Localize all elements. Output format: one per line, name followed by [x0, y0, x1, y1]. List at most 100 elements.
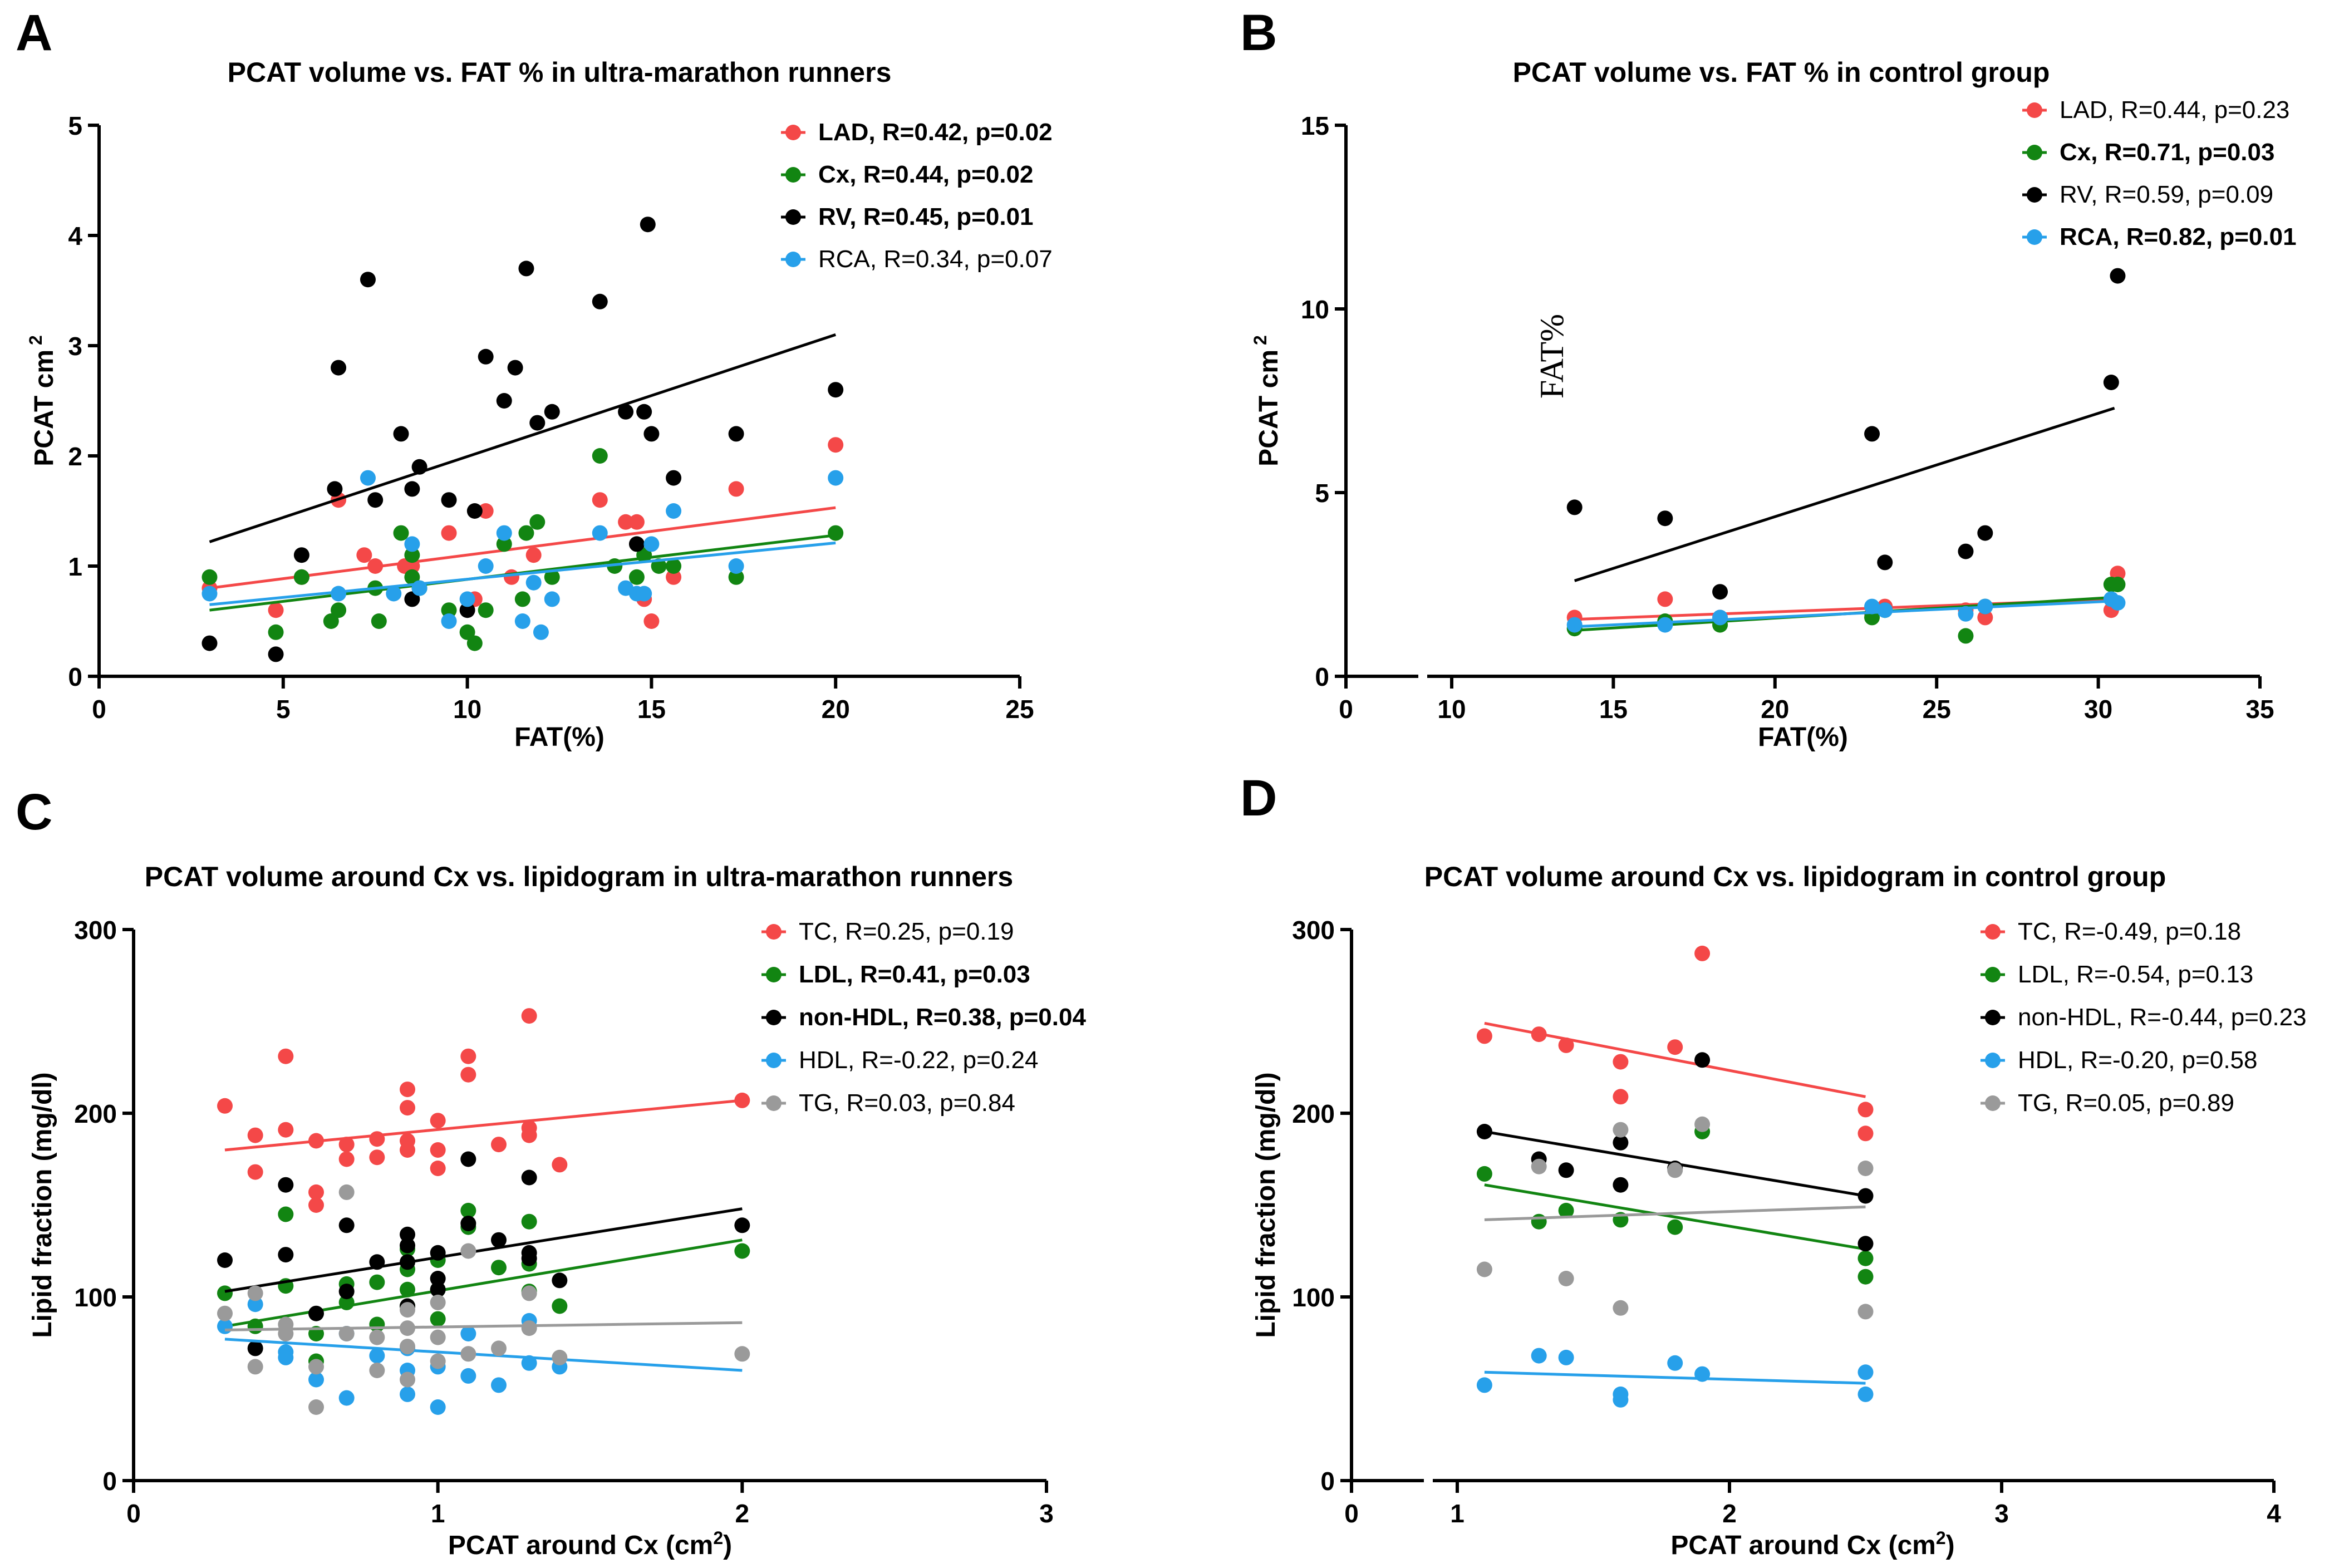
data-point-tg — [430, 1294, 446, 1310]
data-point-tc — [308, 1197, 324, 1213]
data-point-tc — [400, 1142, 415, 1158]
data-point-hdl — [1613, 1392, 1629, 1408]
data-point-cx — [529, 514, 546, 530]
data-point-lad — [828, 437, 844, 453]
y-tick-label: 5 — [68, 111, 82, 140]
data-point-hdl — [1667, 1355, 1683, 1371]
legend-entry-cx: Cx, R=0.71, p=0.03 — [2060, 139, 2274, 166]
data-point-cx — [628, 569, 645, 585]
data-point-tg — [247, 1359, 263, 1375]
data-point-tc — [338, 1151, 355, 1167]
chart-panel-d: PCAT volume around Cx vs. lipidogram in … — [1251, 861, 2307, 1560]
data-point-ldl — [1857, 1269, 1874, 1285]
data-point-cx — [202, 569, 218, 585]
data-point-non-hdl — [552, 1272, 568, 1289]
x-tick-label: 2 — [735, 1499, 750, 1528]
data-point-cx — [268, 624, 284, 640]
data-point-rv — [636, 404, 652, 420]
data-point-rv — [1864, 426, 1880, 442]
data-point-cx — [459, 624, 475, 640]
data-point-tg — [1857, 1304, 1874, 1320]
data-point-non-hdl — [400, 1226, 415, 1242]
data-point-cx — [331, 602, 347, 618]
data-point-lad — [643, 613, 660, 629]
data-point-rca — [1877, 602, 1893, 618]
data-point-non-hdl — [460, 1216, 476, 1231]
x-tick-label: 0 — [1339, 695, 1353, 724]
data-point-tg — [247, 1285, 263, 1301]
x-tick-label: 1 — [431, 1499, 445, 1528]
data-point-rca — [643, 536, 660, 552]
data-point-rca — [2110, 595, 2126, 611]
panel-label-d: D — [1240, 770, 1277, 827]
x-axis-label: FAT(%) — [514, 722, 605, 752]
data-point-tc — [1558, 1037, 1574, 1053]
data-point-rv — [466, 503, 483, 519]
data-point-ldl — [1476, 1166, 1492, 1182]
legend-entry-non-hdl: non-HDL, R=-0.44, p=0.23 — [2018, 1004, 2307, 1031]
data-point-cx — [466, 635, 483, 651]
data-point-rca — [525, 574, 542, 591]
y-tick-label: 300 — [1292, 916, 1335, 945]
data-point-tg — [734, 1346, 750, 1362]
data-point-tg — [1613, 1122, 1629, 1138]
y-axis-label: Lipid fraction (mg/dl) — [28, 1072, 57, 1338]
data-point-ldl — [521, 1213, 537, 1230]
fit-line-tc — [1484, 1021, 1866, 1098]
x-tick-label: 3 — [1994, 1499, 2009, 1528]
x-tick-label: 5 — [276, 695, 291, 724]
y-tick-label: 0 — [68, 662, 82, 691]
legend-entry-ldl: LDL, R=0.41, p=0.03 — [799, 961, 1030, 988]
data-point-lad — [1977, 609, 1993, 626]
data-point-rca — [478, 558, 494, 574]
data-point-tc — [552, 1157, 568, 1173]
data-point-lad — [666, 569, 682, 585]
legend-entry-hdl: HDL, R=-0.22, p=0.24 — [799, 1046, 1038, 1074]
data-point-hdl — [338, 1390, 355, 1406]
y-tick-label: 5 — [1315, 479, 1329, 508]
data-point-tg — [400, 1302, 415, 1318]
data-point-cx — [2110, 577, 2126, 592]
data-point-tg — [430, 1353, 446, 1369]
legend-entry-tg: TG, R=0.05, p=0.89 — [2018, 1089, 2234, 1117]
data-point-tc — [1667, 1039, 1683, 1055]
fit-line-lad — [209, 506, 836, 590]
y-tick-label: 0 — [102, 1467, 117, 1496]
data-point-tg — [1531, 1158, 1547, 1174]
data-point-cx — [496, 536, 512, 552]
data-point-tg — [1857, 1161, 1874, 1176]
data-point-tg — [1558, 1271, 1574, 1286]
fit-line-rca — [209, 541, 836, 606]
x-tick-label: 30 — [2084, 695, 2112, 724]
data-point-rv — [293, 547, 309, 563]
data-point-non-hdl — [430, 1271, 446, 1286]
fit-line-rca — [1574, 599, 2115, 628]
data-point-rv — [828, 382, 844, 398]
data-point-tg — [430, 1329, 446, 1345]
data-point-rca — [496, 525, 512, 541]
data-point-tc — [278, 1122, 294, 1138]
panel-label-c: C — [16, 784, 52, 840]
data-point-rca — [360, 470, 376, 486]
data-point-rv — [496, 393, 512, 409]
data-point-cx — [544, 569, 560, 585]
data-point-cx — [404, 569, 420, 585]
legend-entry-rca: RCA, R=0.34, p=0.07 — [818, 245, 1053, 273]
data-point-rv — [1566, 499, 1583, 515]
data-point-tc — [247, 1164, 263, 1180]
data-point-lad — [503, 569, 519, 585]
data-point-rca — [636, 586, 652, 602]
data-point-tc — [308, 1184, 324, 1200]
data-point-tg — [1694, 1116, 1711, 1132]
data-point-lad — [728, 481, 744, 497]
x-tick-label: 20 — [822, 695, 850, 724]
data-point-ldl — [400, 1281, 415, 1297]
data-point-hdl — [460, 1368, 476, 1384]
data-point-tc — [278, 1048, 294, 1064]
data-point-rv — [441, 492, 457, 508]
data-point-hdl — [430, 1399, 446, 1415]
y-tick-label: 15 — [1301, 111, 1329, 140]
y-tick-label: 100 — [1292, 1283, 1335, 1312]
data-point-rv — [327, 481, 343, 497]
